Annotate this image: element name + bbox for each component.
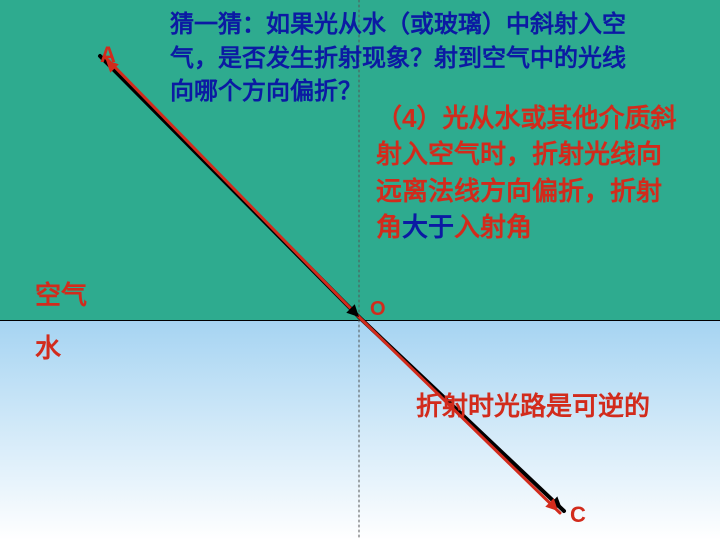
- answer-text: （4）光从水或其他介质斜 射入空气时，折射光线向 远离法线方向偏折，折射 角大于…: [376, 100, 706, 246]
- air-label: 空气: [35, 275, 87, 312]
- answer-line2: 射入空气时，折射光线向: [376, 136, 706, 172]
- question-line2: 气，是否发生折射现象？射到空气中的光线: [170, 42, 710, 76]
- answer-line3: 远离法线方向偏折，折射: [376, 173, 706, 209]
- point-C-label: C: [570, 502, 586, 528]
- answer-seg4a: 角: [376, 212, 402, 242]
- answer-line1: （4）光从水或其他介质斜: [376, 100, 706, 136]
- answer-seg4c: 入射角: [454, 212, 532, 242]
- reversible-text: 折射时光路是可逆的: [416, 386, 650, 423]
- answer-prefix: （4）: [376, 103, 442, 133]
- answer-line4: 角大于入射角: [376, 209, 706, 245]
- question-line1: 猜一猜：如果光从水（或玻璃）中斜射入空: [170, 8, 710, 42]
- answer-seg4b: 大于: [402, 212, 454, 242]
- water-label: 水: [35, 328, 61, 365]
- question-text: 猜一猜：如果光从水（或玻璃）中斜射入空 气，是否发生折射现象？射到空气中的光线 …: [170, 8, 710, 109]
- point-O-label: O: [370, 298, 386, 321]
- point-A-label: A: [100, 42, 116, 68]
- answer-seg1: 光从水或其他介质斜: [442, 103, 676, 133]
